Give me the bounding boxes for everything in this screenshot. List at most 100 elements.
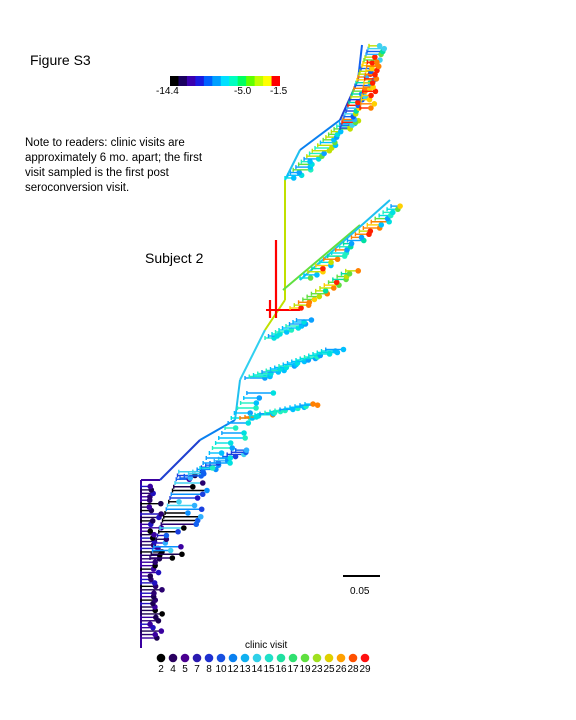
tip-node: [346, 270, 353, 277]
colorbar-segment: [263, 76, 273, 86]
legend-dot-visit-14: [252, 653, 262, 663]
tip-node: [163, 532, 170, 539]
tip-node: [153, 614, 159, 621]
tip-node: [381, 45, 388, 52]
tip-node: [253, 400, 260, 406]
legend-label-visit-13: 13: [239, 664, 251, 675]
tip-node: [370, 84, 376, 90]
tip-node: [147, 573, 154, 579]
scale-bar-label: 0.05: [350, 586, 370, 597]
colorbar-segment: [237, 76, 247, 86]
tip-node: [194, 495, 201, 501]
tip-node: [159, 586, 165, 593]
tip-node: [355, 268, 362, 274]
legend-label-visit-15: 15: [263, 664, 275, 675]
tip-node: [218, 450, 225, 456]
tip-node: [296, 169, 303, 176]
tip-node: [307, 158, 313, 165]
tip-node: [378, 222, 385, 228]
legend-label-visit-10: 10: [215, 664, 227, 675]
tip-node: [316, 293, 323, 300]
tip-node: [175, 528, 181, 535]
tip-node: [322, 288, 329, 294]
tip-node: [270, 390, 277, 396]
tip-node: [199, 491, 206, 498]
tip-node: [334, 256, 341, 263]
colorbar-max-label: -1.5: [270, 86, 288, 97]
tip-node: [355, 99, 361, 106]
tip-node: [199, 480, 206, 486]
tip-node: [348, 240, 355, 247]
tip-node: [167, 547, 174, 554]
legend-dot-visit-17: [288, 653, 298, 663]
tip-node: [176, 498, 182, 505]
tip-node: [368, 105, 374, 111]
tip-node: [152, 559, 158, 566]
tip-node: [372, 88, 379, 95]
tip-node: [333, 279, 340, 286]
tip-node: [151, 590, 157, 597]
legend-label-visit-28: 28: [347, 664, 359, 675]
tip-node: [397, 203, 403, 209]
tip-node: [194, 517, 201, 524]
legend-dot-visit-29: [360, 653, 370, 663]
tip-node: [227, 460, 233, 466]
tree-branch: [239, 329, 266, 381]
colorbar-segment: [195, 76, 205, 86]
tip-node: [147, 528, 154, 535]
tip-node: [389, 209, 396, 216]
tip-node: [290, 175, 297, 181]
legend-dot-visit-5: [180, 653, 190, 663]
tip-node: [169, 555, 176, 561]
tip-node: [151, 531, 157, 538]
tip-node: [310, 401, 316, 407]
tip-node: [158, 500, 164, 507]
legend-dot-visit-25: [324, 653, 334, 663]
tip-node: [314, 272, 320, 278]
tree-branch: [282, 224, 361, 291]
legend-label-visit-19: 19: [299, 664, 311, 675]
colorbar-segment: [271, 76, 280, 86]
tip-node: [158, 511, 164, 517]
tip-node: [321, 150, 327, 157]
legend-dot-visit-12: [228, 653, 238, 663]
tip-node: [227, 440, 234, 446]
tip-node: [245, 420, 252, 426]
legend-dot-visit-15: [264, 653, 274, 663]
legend-label-visit-25: 25: [323, 664, 335, 675]
tip-node: [375, 63, 382, 70]
tip-node: [242, 435, 248, 441]
tip-node: [311, 296, 318, 303]
legend-dot-visit-23: [312, 653, 322, 663]
tip-node: [308, 317, 315, 323]
tip-node: [209, 465, 216, 471]
tip-node: [314, 402, 321, 408]
tip-node: [247, 410, 253, 416]
tip-node: [159, 611, 165, 617]
tip-node: [253, 405, 259, 411]
legend-label-visit-29: 29: [359, 664, 371, 675]
tip-node: [155, 569, 162, 576]
colorbar-segment: [229, 76, 239, 86]
tip-node: [307, 275, 314, 281]
tip-node: [147, 621, 153, 628]
tip-node: [149, 518, 156, 524]
tip-node: [306, 299, 313, 306]
tip-node: [187, 475, 194, 481]
tip-node: [232, 453, 239, 460]
tip-node: [232, 425, 239, 431]
tip-node: [151, 580, 158, 586]
colorbar-segment: [203, 76, 213, 86]
legend-label-visit-5: 5: [182, 664, 188, 675]
colorbar-segment: [246, 76, 256, 86]
tip-node: [376, 43, 383, 49]
tip-node: [146, 504, 153, 510]
tip-node: [229, 445, 236, 451]
figure-title: Figure S3: [30, 52, 91, 68]
legend-label-visit-4: 4: [170, 664, 176, 675]
tip-node: [147, 483, 154, 490]
tip-node: [337, 128, 344, 135]
tip-node: [368, 92, 374, 99]
legend-label-visit-2: 2: [158, 664, 164, 675]
legend-dot-visit-16: [276, 653, 286, 663]
